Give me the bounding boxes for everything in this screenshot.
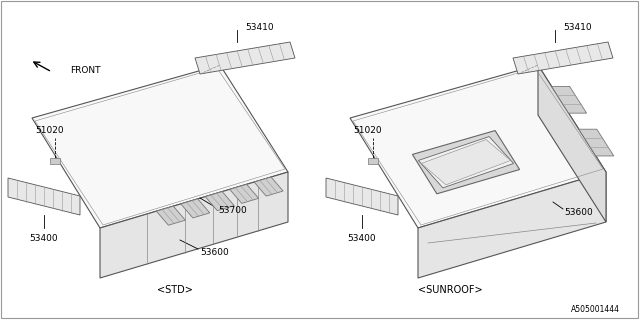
Polygon shape (421, 140, 511, 185)
Text: 51020: 51020 (354, 125, 382, 134)
Polygon shape (100, 172, 288, 278)
Text: FRONT: FRONT (70, 66, 100, 75)
Polygon shape (205, 192, 234, 211)
Text: 53400: 53400 (29, 234, 58, 243)
Text: 53600: 53600 (200, 247, 228, 257)
Polygon shape (513, 42, 613, 74)
Text: 53600: 53600 (564, 207, 593, 217)
Text: <SUNROOF>: <SUNROOF> (418, 285, 483, 295)
Polygon shape (8, 178, 80, 215)
Polygon shape (350, 65, 606, 228)
Polygon shape (50, 158, 60, 164)
Polygon shape (326, 178, 398, 215)
Polygon shape (32, 65, 288, 228)
Polygon shape (538, 65, 606, 222)
Polygon shape (230, 184, 259, 204)
Text: A505001444: A505001444 (571, 306, 620, 315)
Polygon shape (552, 86, 587, 113)
Polygon shape (419, 137, 513, 188)
Polygon shape (181, 199, 210, 218)
Text: 53410: 53410 (245, 22, 274, 31)
Text: 53410: 53410 (563, 22, 591, 31)
Text: <STD>: <STD> (157, 285, 193, 295)
Text: 51020: 51020 (36, 125, 64, 134)
Text: 53700: 53700 (218, 205, 247, 214)
Polygon shape (156, 206, 186, 225)
Polygon shape (254, 177, 283, 196)
Polygon shape (579, 129, 614, 156)
Text: 53400: 53400 (348, 234, 376, 243)
Polygon shape (412, 131, 520, 194)
Polygon shape (368, 158, 378, 164)
Polygon shape (195, 42, 295, 74)
Polygon shape (418, 172, 606, 278)
